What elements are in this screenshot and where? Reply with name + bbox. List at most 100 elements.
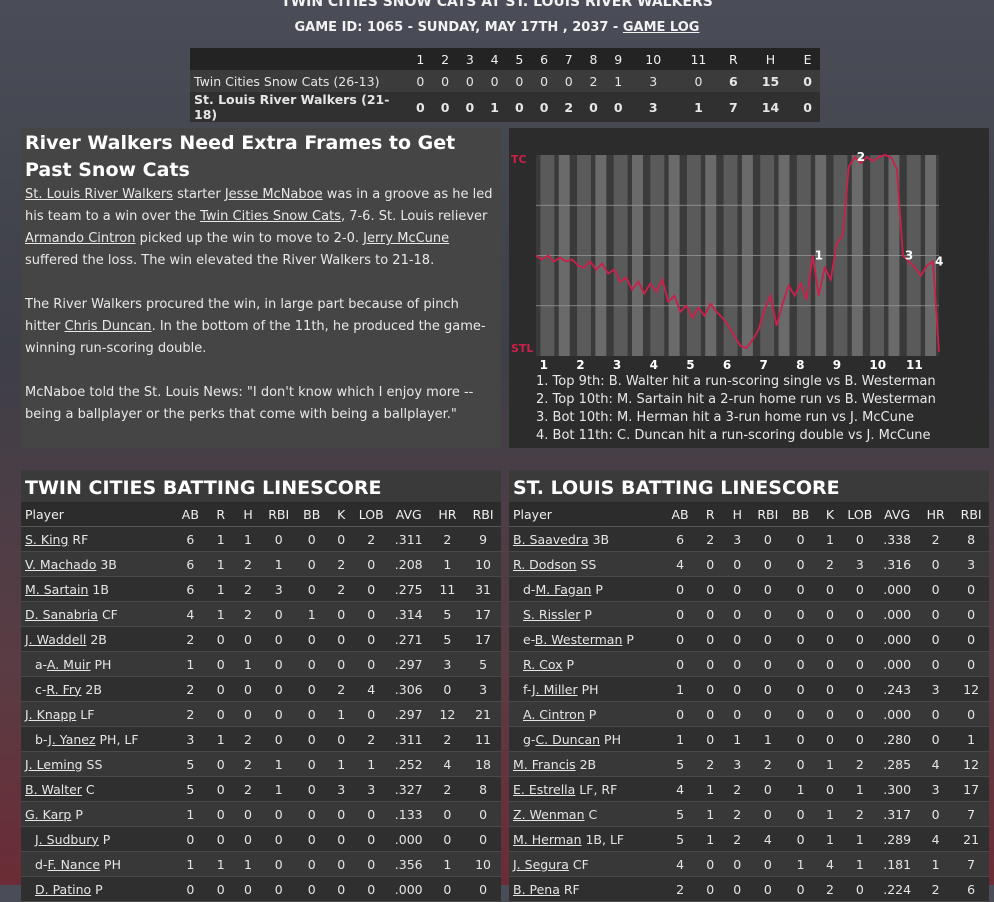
stat-cell: 0 xyxy=(295,651,328,677)
player-link[interactable]: E. Estrella xyxy=(513,781,576,797)
stat-cell: .000 xyxy=(876,651,919,677)
stat-cell: 0 xyxy=(261,701,296,727)
stat-cell: .285 xyxy=(876,751,919,777)
recap-paragraph-1: St. Louis River Walkers starter Jesse Mc… xyxy=(25,184,497,272)
y-bottom-label: STL xyxy=(511,342,533,355)
player-position: CF xyxy=(97,606,118,622)
stat-cell: 0 xyxy=(696,601,724,627)
player-link[interactable]: R. Dodson xyxy=(513,556,577,572)
stat-cell: 0 xyxy=(816,776,844,802)
player-cell: M. Herman 1B, LF xyxy=(509,826,664,852)
player-link[interactable]: B. Westerman xyxy=(534,631,623,647)
recap-link[interactable]: St. Louis River Walkers xyxy=(25,187,173,202)
player-link[interactable]: B. Saavedra xyxy=(513,531,589,547)
player-link[interactable]: G. Karp xyxy=(25,806,72,822)
player-cell: B. Walter C xyxy=(21,776,174,802)
player-link[interactable]: J. Segura xyxy=(513,856,569,872)
stat-cell: 0 xyxy=(663,626,697,652)
player-position: P xyxy=(562,656,575,672)
player-link[interactable]: C. Duncan xyxy=(535,731,601,747)
player-link[interactable]: F. Nance xyxy=(47,856,101,872)
player-link[interactable]: V. Machado xyxy=(25,556,97,572)
stat-cell: 0 xyxy=(261,726,296,752)
player-link[interactable]: R. Fry xyxy=(46,681,82,697)
stat-cell: 0 xyxy=(953,651,989,677)
player-link[interactable]: J. Knapp xyxy=(25,706,77,722)
player-row: J. Waddell 2B 2 0 0 0 0 0 0.271 5 17 xyxy=(21,626,501,652)
player-link[interactable]: J. Leming xyxy=(25,756,83,772)
player-link[interactable]: B. Walter xyxy=(25,781,82,797)
stat-cell: 2 xyxy=(354,526,388,552)
stat-cell: 0 xyxy=(261,526,296,552)
player-cell: A. Cintron P xyxy=(509,701,664,727)
player-link[interactable]: J. Miller xyxy=(531,681,578,697)
stat-cell: 0 xyxy=(750,776,785,802)
game-log-link[interactable]: GAME LOG xyxy=(622,20,700,35)
event-marker: 1 xyxy=(815,249,823,263)
stat-cell: 0 xyxy=(173,876,208,902)
player-row: A. Cintron P 0 0 0 0 0 0 0.000 0 0 xyxy=(509,701,989,727)
player-link[interactable]: M. Sartain xyxy=(25,581,89,597)
stat-cell: 0 xyxy=(723,601,751,627)
stat-cell: 0 xyxy=(723,851,751,877)
stat-cell: 0 xyxy=(843,601,877,627)
tc-batting-title: TWIN CITIES BATTING LINESCORE xyxy=(21,470,501,502)
player-link[interactable]: M. Fagan xyxy=(535,581,592,597)
stat-cell: 1 xyxy=(327,701,355,727)
player-link[interactable]: J. Waddell xyxy=(25,631,87,647)
stat-cell: 0 xyxy=(784,651,817,677)
player-link[interactable]: A. Muir xyxy=(46,656,91,672)
stat-cell: 2 xyxy=(234,776,262,802)
player-cell: a-A. Muir PH xyxy=(21,651,174,677)
recap-link[interactable]: Jesse McNaboe xyxy=(224,187,323,202)
stat-cell: 1 xyxy=(918,851,954,877)
player-link[interactable]: R. Cox xyxy=(523,656,563,672)
player-link[interactable]: J. Yanez xyxy=(48,731,96,747)
linescore-col-10: 10 xyxy=(630,48,676,70)
linescore-col-5: 5 xyxy=(506,48,532,70)
recap-link[interactable]: Chris Duncan xyxy=(64,319,152,334)
stat-cell: 0 xyxy=(207,876,235,902)
player-link[interactable]: S. King xyxy=(25,531,69,547)
stat-cell: 0 xyxy=(750,551,785,577)
player-link[interactable]: J. Sudbury xyxy=(35,831,99,847)
player-position: PH xyxy=(600,731,621,747)
tc-batting-panel: TWIN CITIES BATTING LINESCORE Player AB R H… xyxy=(21,470,501,902)
stat-cell: 3 xyxy=(261,576,296,602)
player-cell: M. Francis 2B xyxy=(509,751,664,777)
x-tick-label: 9 xyxy=(833,358,841,372)
stat-cell: 2 xyxy=(234,551,262,577)
recap-link[interactable]: Jerry McCune xyxy=(363,231,450,246)
player-link[interactable]: M. Francis xyxy=(513,756,576,772)
player-link[interactable]: Z. Wenman xyxy=(513,806,585,822)
stat-cell: 1 xyxy=(207,576,235,602)
stat-cell: 21 xyxy=(953,826,989,852)
player-cell: d-F. Nance PH xyxy=(21,851,174,877)
recap-headline: River Walkers Need Extra Frames to Get P… xyxy=(25,132,456,181)
linescore-cell: 14 xyxy=(745,92,796,122)
stat-cell: 8 xyxy=(953,526,989,552)
stat-cell: .297 xyxy=(387,651,430,677)
linescore-col-6: 6 xyxy=(531,48,557,70)
player-link[interactable]: M. Herman xyxy=(513,831,582,847)
recap-link[interactable]: Twin Cities Snow Cats xyxy=(200,209,341,224)
stat-cell: 0 xyxy=(918,626,954,652)
stat-cell: 0 xyxy=(261,651,296,677)
recap-link[interactable]: Armando Cintron xyxy=(25,231,136,246)
stat-cell: 0 xyxy=(784,726,817,752)
player-link[interactable]: S. Rissler xyxy=(523,606,581,622)
stat-cell: 2 xyxy=(696,526,724,552)
player-link[interactable]: B. Pena xyxy=(513,881,560,897)
stat-cell: 7 xyxy=(953,851,989,877)
stat-cell: 11 xyxy=(465,726,501,752)
linescore-col-7: 7 xyxy=(556,48,582,70)
player-link[interactable]: A. Cintron xyxy=(523,706,585,722)
linescore-cell: 7 xyxy=(721,92,746,122)
stat-cell: 0 xyxy=(663,576,697,602)
player-link[interactable]: D. Sanabria xyxy=(25,606,98,622)
player-position: P xyxy=(580,606,592,622)
player-link[interactable]: D. Patino xyxy=(35,881,92,897)
stat-cell: .000 xyxy=(387,876,430,902)
stat-cell: .316 xyxy=(876,551,919,577)
stat-cell: 2 xyxy=(327,551,355,577)
